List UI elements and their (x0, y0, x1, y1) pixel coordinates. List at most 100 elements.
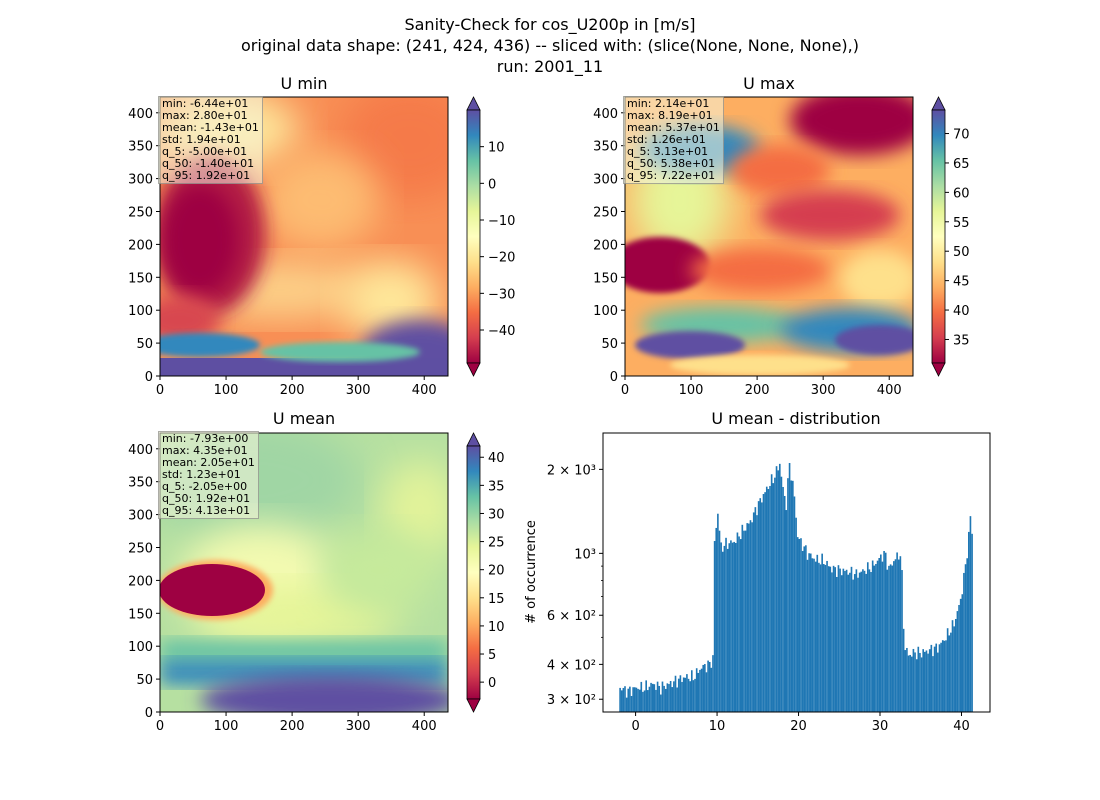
x-tick-label: 0 (621, 383, 629, 398)
histogram-bar (881, 561, 884, 712)
colorbar-tick-label: 35 (953, 333, 970, 348)
histogram-bar (902, 628, 905, 712)
stats-line: min: -6.44e+01 (162, 97, 249, 110)
x-tick-label: 30 (872, 719, 889, 734)
x-tick-label: 200 (745, 383, 770, 398)
histogram-bar (658, 685, 661, 712)
colorbar-u-mean (466, 432, 481, 713)
histogram-bar (787, 478, 789, 712)
x-tick-label: 100 (679, 383, 704, 398)
histogram-bar (752, 512, 755, 712)
histogram-bar (734, 542, 737, 712)
histogram-bar (759, 498, 762, 712)
histogram-bar (924, 651, 926, 712)
x-tick-label: 400 (412, 383, 437, 398)
histogram-bar (619, 687, 621, 712)
histogram-bar (684, 677, 687, 712)
colorbar-tick-label: 65 (953, 157, 970, 172)
y-tick-label: 350 (128, 140, 153, 155)
histogram-bar (880, 554, 882, 712)
stats-line: q_50: -1.40e+01 (162, 157, 255, 170)
histogram-bar (930, 644, 933, 712)
histogram-xticks: 0 10 20 30 40 (631, 712, 970, 734)
histogram-bar (834, 567, 837, 712)
histogram-bar (814, 561, 817, 712)
y-tick-label: 0 (610, 370, 618, 385)
colorbar-tick-label: 70 (953, 128, 970, 143)
histogram-bar (707, 660, 709, 712)
histogram-bar (653, 684, 656, 712)
colorbar-tick-label: 0 (488, 177, 496, 192)
histogram-bar (884, 552, 887, 712)
histogram-bar (661, 681, 664, 712)
histogram-bar (715, 527, 718, 712)
histogram-bar (932, 656, 934, 712)
histogram-bar (744, 530, 747, 712)
histogram-bar (682, 677, 685, 712)
histogram-bar (821, 553, 823, 712)
histogram-bar (625, 697, 628, 712)
histogram-bar (863, 570, 866, 712)
x-tick-label: 0 (156, 383, 164, 398)
histogram-bar (656, 681, 659, 712)
histogram-bar (894, 559, 897, 712)
colorbar-tick-label: 35 (488, 479, 505, 494)
y-tick-label: 2 × 10³ (547, 463, 596, 478)
histogram-bar (803, 546, 806, 712)
y-tick-label: 50 (601, 337, 618, 352)
histogram-bar (648, 686, 651, 712)
histogram-bar (875, 563, 877, 712)
histogram-bar (857, 577, 859, 712)
histogram-bar (819, 564, 822, 712)
stats-line: mean: 2.05e+01 (162, 456, 255, 469)
y-tick-label: 50 (136, 337, 153, 352)
colorbar-tick-label: 30 (488, 507, 505, 522)
histogram-bar (897, 559, 900, 712)
figure-suptitle-line2: original data shape: (241, 424, 436) -- … (241, 36, 859, 55)
histogram-bar (775, 466, 778, 712)
x-tick-label: 400 (877, 383, 902, 398)
colorbar-u-mean-ticks: 0 5 10 15 20 25 30 35 40 (480, 451, 505, 691)
histogram-bar (829, 566, 832, 712)
histogram-bar (796, 537, 799, 712)
histogram-bar (925, 650, 928, 712)
y-tick-label: 3 × 10² (547, 693, 596, 708)
histogram-bar (741, 524, 744, 712)
y-tick-label: 100 (593, 304, 618, 319)
histogram-bar (893, 561, 895, 712)
histogram-bar (927, 653, 929, 712)
histogram-bar (907, 655, 910, 712)
stats-box-u-max: min: 2.14e+01 max: 8.19e+01 mean: 5.37e+01… (623, 96, 724, 184)
histogram-bar (785, 510, 788, 712)
colorbar-tick-label: 20 (488, 564, 505, 579)
x-tick-label: 200 (280, 719, 305, 734)
histogram-bar (627, 688, 630, 712)
histogram-bar (858, 572, 861, 712)
colorbar-tick-label: −30 (488, 287, 515, 302)
histogram-bar (842, 568, 845, 712)
stats-line: mean: -1.43e+01 (162, 121, 259, 134)
histogram-bar (816, 554, 819, 712)
histogram-bar (896, 552, 898, 712)
histogram-bar (646, 690, 649, 712)
histogram-bar (783, 495, 786, 712)
histogram-bar (643, 690, 646, 712)
heatmap-u-max-yticks: 0 50 100 150 200 250 300 350 400 (593, 107, 625, 385)
histogram-bar (891, 565, 894, 712)
histogram-bar (720, 542, 722, 712)
histogram-bar (692, 680, 695, 712)
histogram-bar (941, 640, 944, 712)
stats-line: q_95: 1.92e+01 (162, 169, 251, 182)
histogram-bar (798, 538, 801, 712)
histogram-bar (710, 667, 713, 712)
heatmap-u-min-title: U min (281, 74, 328, 93)
histogram-bar (765, 486, 768, 712)
heatmap-u-min-xticks: 0 100 200 300 400 (156, 376, 437, 398)
histogram-bar (912, 648, 915, 712)
y-tick-label: 200 (593, 238, 618, 253)
histogram-u-mean: U mean - distribution # of occurrence 0 1… (524, 409, 991, 734)
y-tick-label: 250 (128, 541, 153, 556)
colorbar-tick-label: 40 (488, 451, 505, 466)
histogram-bar (849, 572, 851, 712)
